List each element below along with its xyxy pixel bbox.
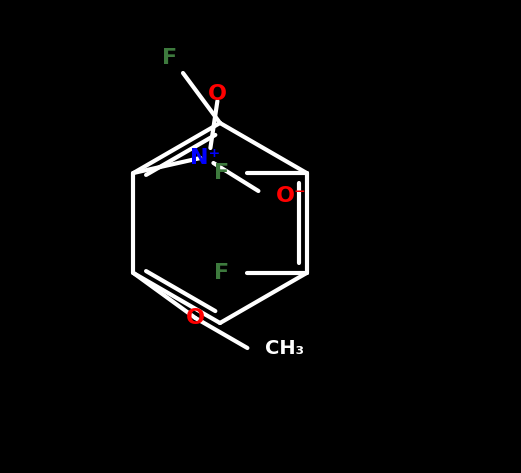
Text: O: O xyxy=(186,308,205,328)
Text: F: F xyxy=(214,263,229,283)
Text: CH₃: CH₃ xyxy=(265,339,304,358)
Text: N⁺: N⁺ xyxy=(190,148,220,168)
Text: O⁻: O⁻ xyxy=(276,186,306,206)
Text: F: F xyxy=(163,48,178,68)
Text: F: F xyxy=(214,163,229,183)
Text: O: O xyxy=(208,84,227,104)
